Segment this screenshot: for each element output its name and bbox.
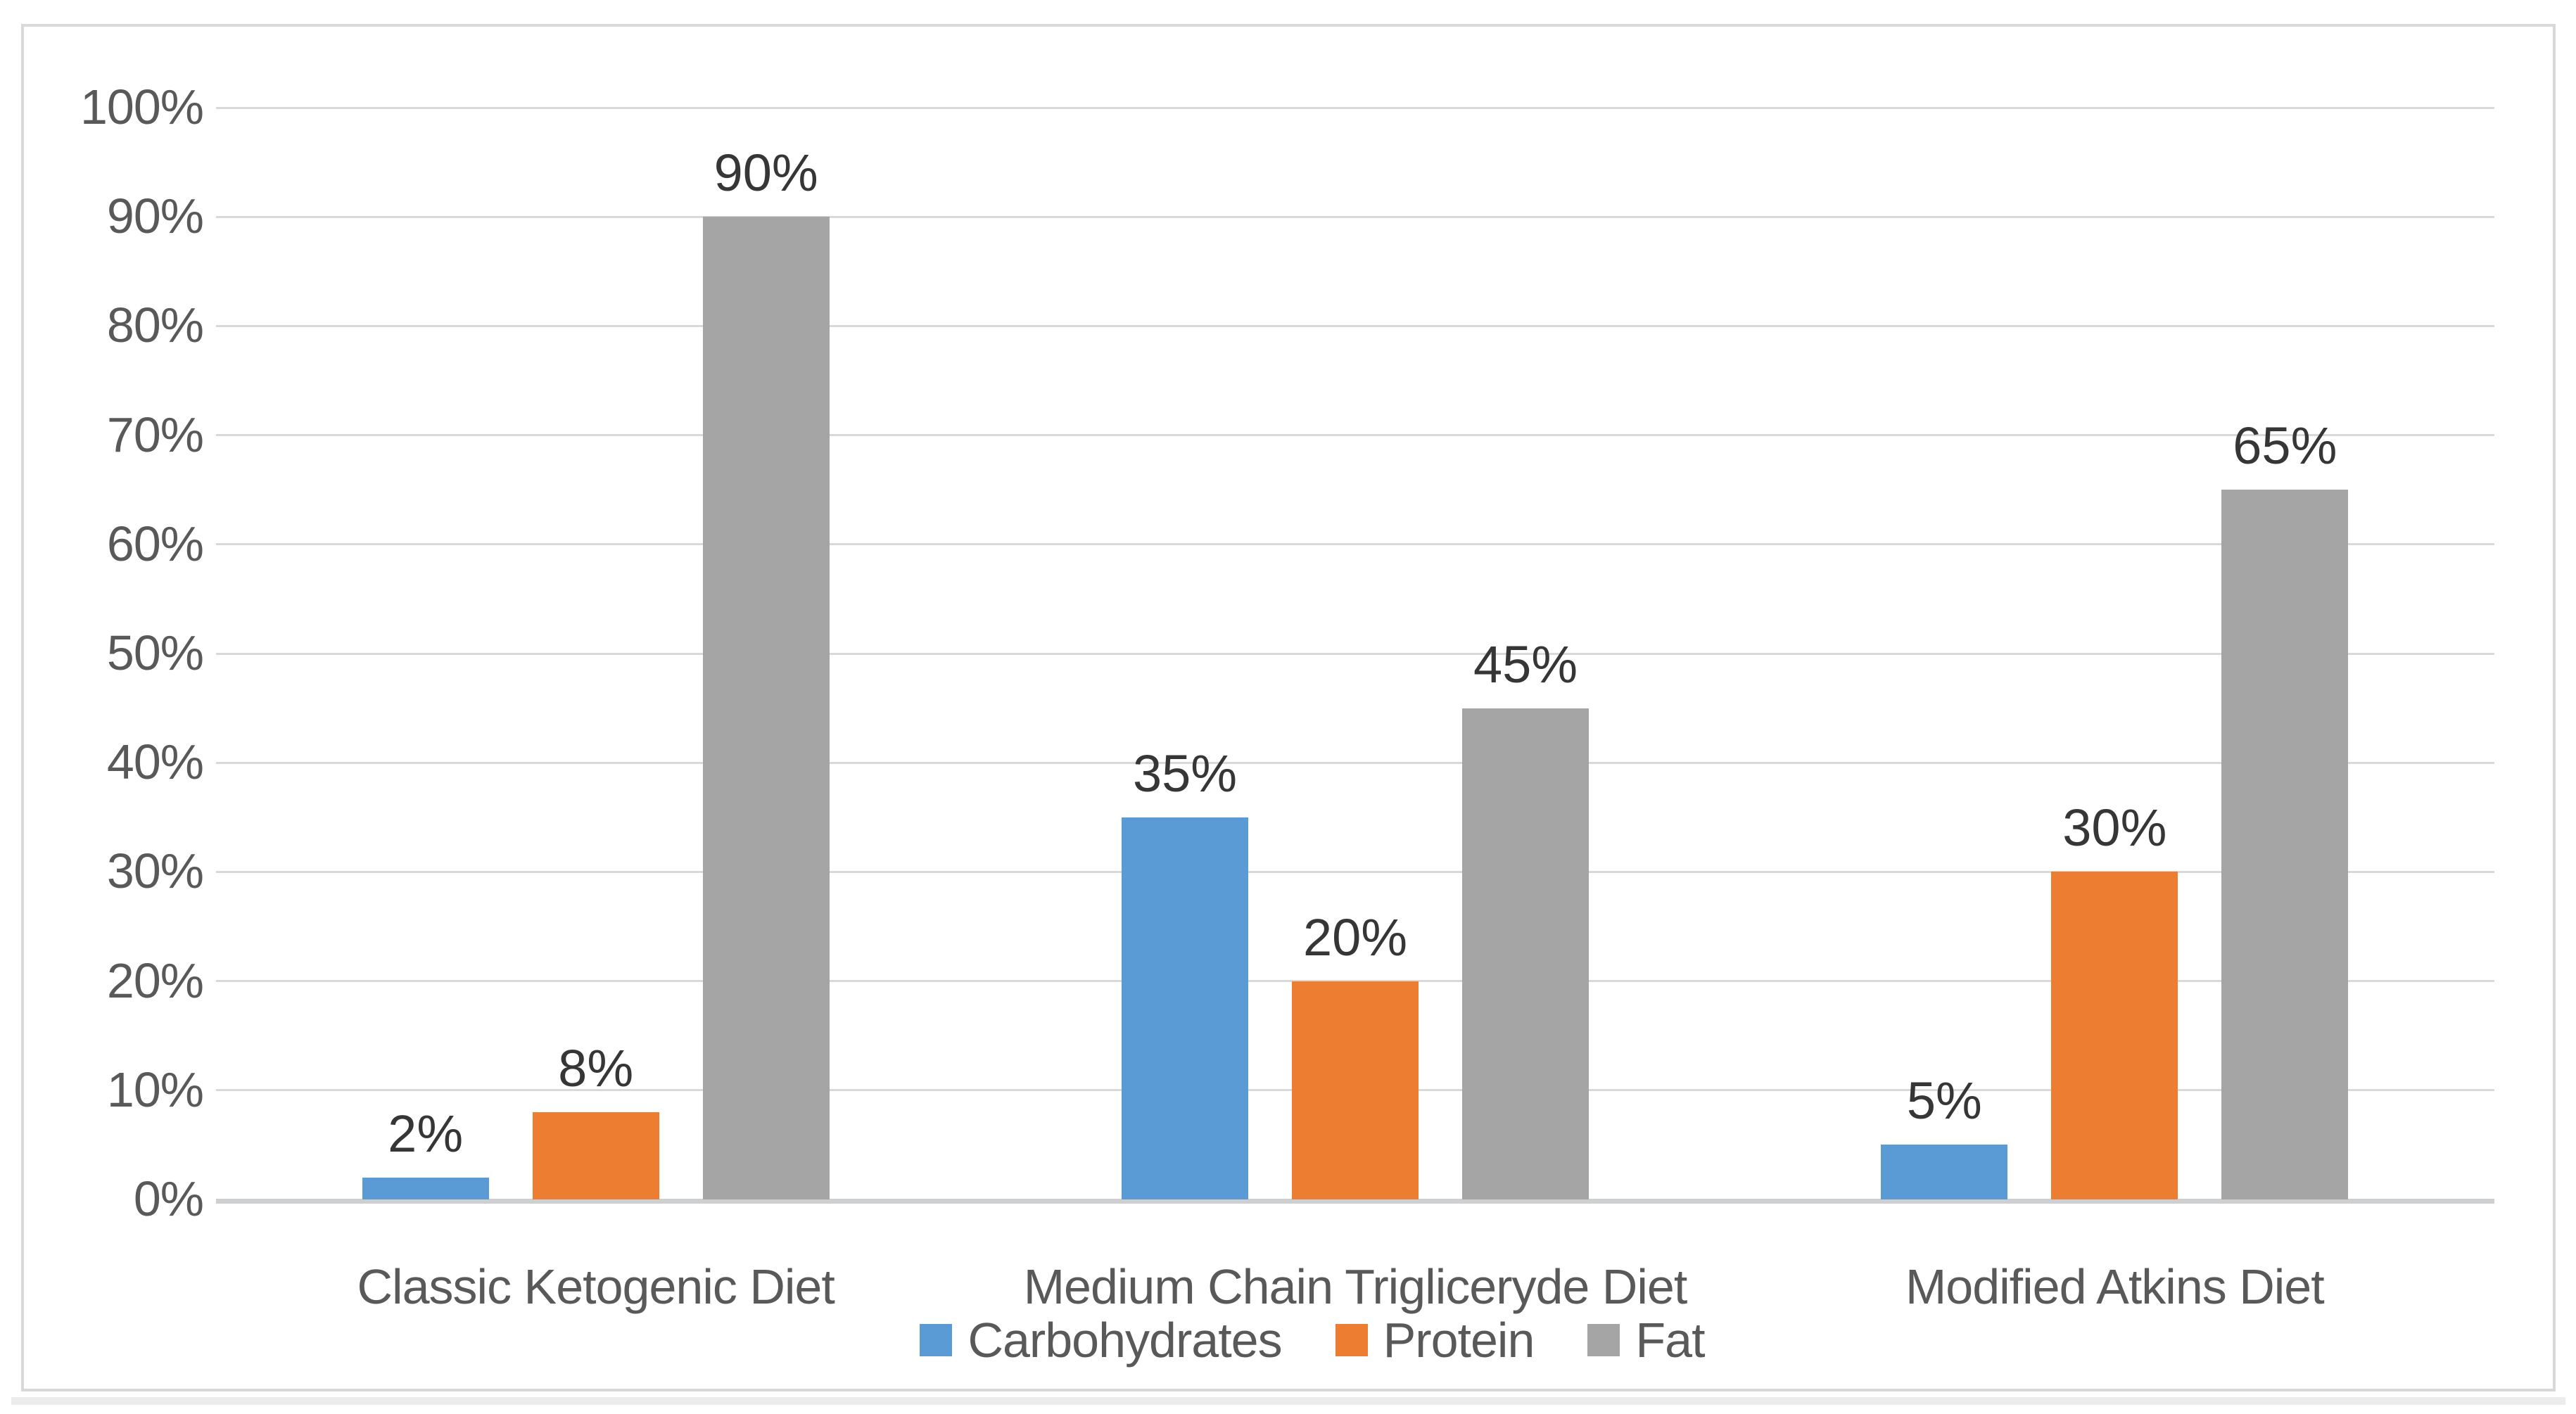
bar-protein-1: [532, 1112, 659, 1199]
legend-label: Carbohydrates: [967, 1313, 1282, 1368]
legend-item-fat: Fat: [1587, 1313, 1706, 1368]
y-tick-label: 90%: [106, 189, 204, 244]
bar-value-label: 8%: [558, 1038, 634, 1097]
legend-item-protein: Protein: [1335, 1314, 1535, 1366]
bar-protein-2: [1292, 981, 1419, 1199]
y-tick-label: 0%: [133, 1171, 204, 1226]
bar-carbohydrates-2: [1122, 817, 1248, 1199]
bar-carbohydrates-3: [1881, 1145, 2008, 1199]
legend-label: Fat: [1635, 1313, 1705, 1368]
gridline: [216, 106, 2494, 109]
frame-shadow: [11, 1397, 2565, 1405]
legend-swatch-icon: [920, 1324, 953, 1356]
bar-fat-1: [702, 217, 830, 1199]
gridline: [216, 543, 2494, 546]
gridline: [216, 215, 2494, 218]
y-tick-label: 50%: [106, 625, 204, 680]
bar-value-label: 90%: [713, 144, 818, 203]
bar-value-label: 65%: [2233, 416, 2337, 476]
legend-label: Protein: [1383, 1313, 1535, 1368]
gridline: [216, 870, 2494, 873]
y-tick-label: 60%: [106, 516, 204, 571]
y-tick-label: 100%: [80, 79, 204, 134]
gridline: [216, 761, 2494, 764]
legend-swatch-icon: [1335, 1324, 1368, 1356]
category-label: Modified Atkins Diet: [1905, 1259, 2325, 1314]
bar-value-label: 20%: [1302, 907, 1408, 967]
y-tick-label: 10%: [106, 1062, 204, 1117]
gridline: [216, 652, 2494, 655]
legend-swatch-icon: [1587, 1324, 1620, 1356]
y-tick-label: 30%: [106, 843, 204, 899]
bar-value-label: 35%: [1132, 744, 1238, 803]
bar-fat-3: [2221, 490, 2349, 1199]
chart-frame: 2% 8% 90% 35% 20% 45% 5% 30% 65% 0% 10% 20% 30% 40% 50…: [21, 24, 2556, 1391]
bar-value-label: 5%: [1906, 1071, 1982, 1130]
bar-value-label: 30%: [2062, 798, 2167, 858]
gridline: [216, 434, 2494, 437]
y-tick-label: 20%: [106, 953, 204, 1008]
legend: Carbohydrates Protein Fat: [48, 1314, 2576, 1366]
y-tick-label: 70%: [106, 407, 204, 462]
category-label: Medium Chain Trigliceryde Diet: [1023, 1259, 1688, 1314]
gridline: [216, 980, 2494, 983]
bar-fat-2: [1462, 708, 1589, 1199]
y-tick-label: 40%: [106, 734, 204, 790]
category-label: Classic Ketogenic Diet: [357, 1259, 835, 1314]
x-axis-line: [216, 1199, 2494, 1204]
bar-value-label: 2%: [388, 1104, 464, 1163]
bar-protein-3: [2051, 872, 2178, 1199]
plot-area: 2% 8% 90% 35% 20% 45% 5% 30% 65%: [216, 106, 2494, 1204]
gridline: [216, 324, 2494, 327]
bar-value-label: 45%: [1473, 635, 1578, 694]
y-tick-label: 80%: [106, 298, 204, 353]
legend-item-carbohydrates: Carbohydrates: [920, 1313, 1283, 1368]
bar-carbohydrates-1: [362, 1177, 489, 1199]
